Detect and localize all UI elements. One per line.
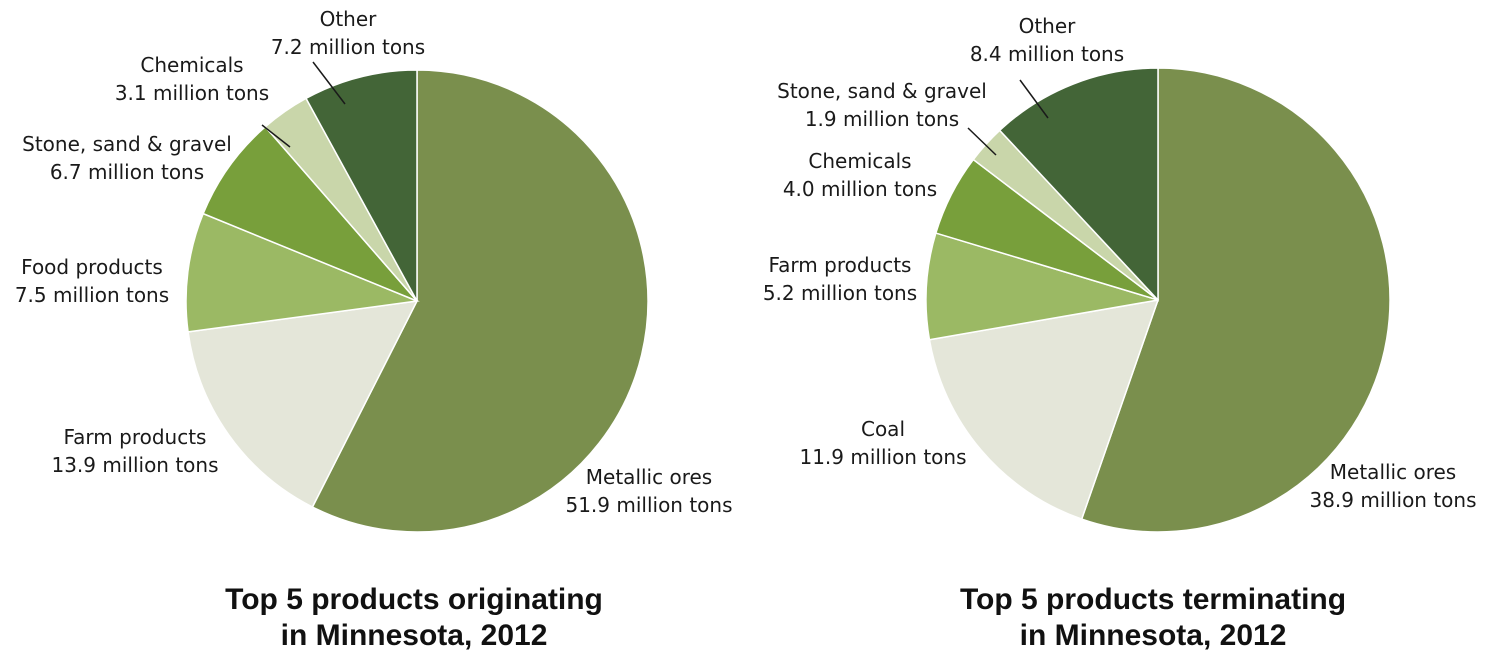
- slice-value: 13.9 million tons: [51, 453, 218, 477]
- chart-title: in Minnesota, 2012: [281, 619, 548, 652]
- pie-slice-stone-sand-gravel: [202, 125, 418, 302]
- slice-label: Other: [320, 7, 378, 31]
- slice-value: 7.5 million tons: [15, 283, 169, 307]
- slice-label: Food products: [21, 255, 163, 279]
- slice-label: Stone, sand & gravel: [777, 79, 987, 103]
- pie-originating-labels: Metallic ores 51.9 million tons Farm pro…: [15, 7, 733, 517]
- slice-label: Stone, sand & gravel: [22, 132, 232, 156]
- chart-title: Top 5 products terminating: [960, 583, 1346, 616]
- slice-label: Farm products: [769, 253, 912, 277]
- slice-value: 1.9 million tons: [805, 107, 959, 131]
- pie-originating-leaders: [261, 61, 346, 148]
- slice-value: 8.4 million tons: [970, 42, 1124, 66]
- slice-value: 3.1 million tons: [115, 81, 269, 105]
- pie-slice-other: [305, 69, 418, 302]
- slice-value: 4.0 million tons: [783, 177, 937, 201]
- pie-slice-food-products: [185, 212, 420, 333]
- pie-slice-metallic-ores: [311, 69, 649, 533]
- pie-originating-slices: [185, 69, 649, 533]
- leader-line-stone: [967, 127, 997, 156]
- pie-slice-metallic-ores: [1080, 67, 1391, 533]
- leader-line-other: [312, 61, 346, 105]
- pie-slice-coal: [928, 299, 1160, 521]
- slice-value: 11.9 million tons: [799, 445, 966, 469]
- pie-terminating-slices: [925, 67, 1391, 533]
- slice-value: 38.9 million tons: [1309, 488, 1476, 512]
- leader-line-other: [1019, 79, 1049, 119]
- pie-terminating-labels: Metallic ores 38.9 million tons Coal 11.…: [763, 14, 1477, 512]
- chart-title: Top 5 products originating: [225, 583, 603, 616]
- slice-value: 6.7 million tons: [50, 160, 204, 184]
- slice-label: Coal: [861, 417, 905, 441]
- pie-slice-other: [998, 67, 1159, 302]
- slice-label: Chemicals: [808, 149, 911, 173]
- slice-value: 51.9 million tons: [565, 493, 732, 517]
- chart-terminating: Metallic ores 38.9 million tons Coal 11.…: [763, 14, 1477, 652]
- chart-title: in Minnesota, 2012: [1020, 619, 1287, 652]
- pie-slice-farm-products: [925, 232, 1159, 341]
- slice-label: Metallic ores: [586, 465, 712, 489]
- slice-value: 5.2 million tons: [763, 281, 917, 305]
- slice-label: Metallic ores: [1330, 460, 1456, 484]
- slice-value: 7.2 million tons: [271, 35, 425, 59]
- chart-originating: Metallic ores 51.9 million tons Farm pro…: [15, 7, 733, 652]
- slice-label: Farm products: [64, 425, 207, 449]
- slice-label: Other: [1019, 14, 1077, 38]
- slice-label: Chemicals: [140, 53, 243, 77]
- pie-terminating-leaders: [967, 79, 1049, 156]
- leader-line-chemicals: [261, 124, 291, 148]
- pie-slice-farm-products: [187, 300, 419, 508]
